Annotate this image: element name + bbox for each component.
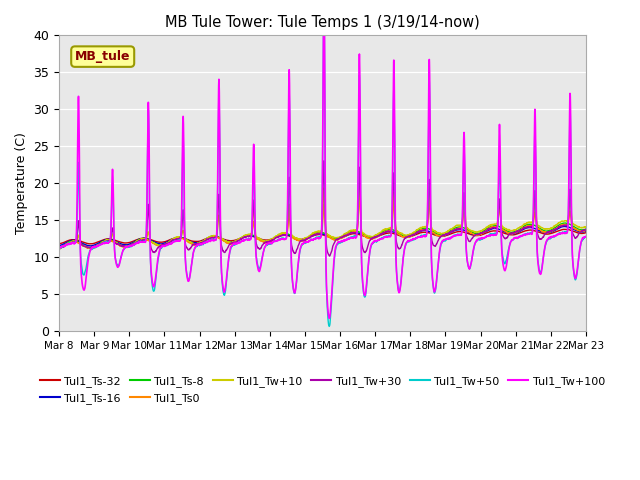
Legend: Tul1_Ts-32, Tul1_Ts-16, Tul1_Ts-8, Tul1_Ts0, Tul1_Tw+10, Tul1_Tw+30, Tul1_Tw+50,: Tul1_Ts-32, Tul1_Ts-16, Tul1_Ts-8, Tul1_… <box>35 372 610 408</box>
Title: MB Tule Tower: Tule Temps 1 (3/19/14-now): MB Tule Tower: Tule Temps 1 (3/19/14-now… <box>165 15 480 30</box>
Text: MB_tule: MB_tule <box>75 50 131 63</box>
Y-axis label: Temperature (C): Temperature (C) <box>15 132 28 234</box>
